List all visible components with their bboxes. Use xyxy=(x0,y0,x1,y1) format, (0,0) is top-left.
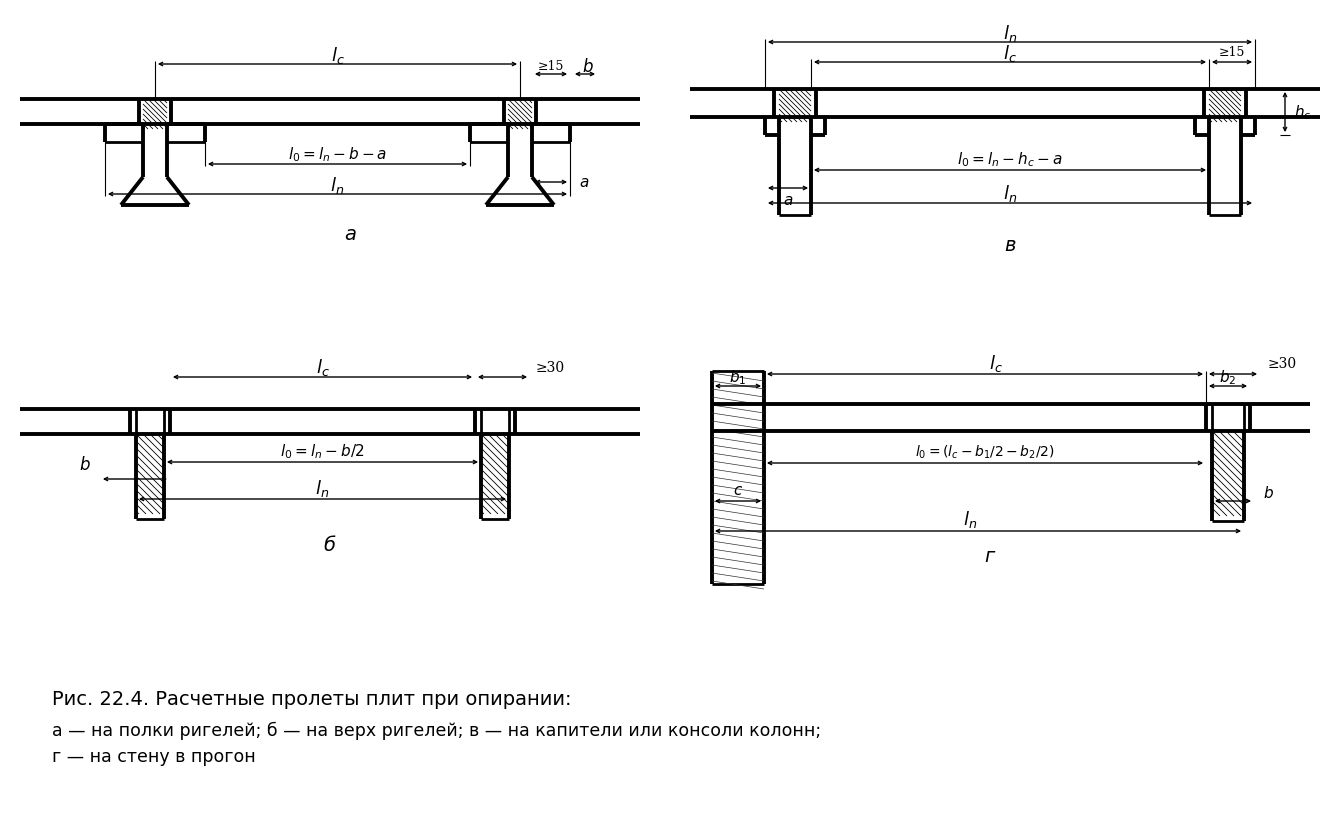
Text: ≥30: ≥30 xyxy=(1267,356,1297,370)
Text: $c$: $c$ xyxy=(733,483,743,497)
Text: $l_n$: $l_n$ xyxy=(963,509,977,530)
Text: $b$: $b$ xyxy=(79,455,91,473)
Text: $l_0 = l_n - b/2$: $l_0 = l_n - b/2$ xyxy=(279,442,365,461)
Text: $б$: $б$ xyxy=(324,534,337,554)
Text: г — на стену в прогон: г — на стену в прогон xyxy=(52,747,255,765)
Text: $l_c$: $l_c$ xyxy=(989,353,1003,374)
Text: $a$: $a$ xyxy=(783,194,793,208)
Text: ≥30: ≥30 xyxy=(535,360,564,374)
Text: $в$: $в$ xyxy=(1004,237,1016,255)
Text: $b_2$: $b_2$ xyxy=(1219,369,1237,387)
Text: $l_c$: $l_c$ xyxy=(1003,43,1017,63)
Text: $a$: $a$ xyxy=(579,176,590,190)
Text: $г$: $г$ xyxy=(984,547,996,565)
Text: $l_n$: $l_n$ xyxy=(316,478,330,499)
Text: ≥15: ≥15 xyxy=(1219,47,1245,60)
Text: $l_n$: $l_n$ xyxy=(1003,22,1017,43)
Text: $l_0 = (l_c - b_1/2 - b_2/2)$: $l_0 = (l_c - b_1/2 - b_2/2)$ xyxy=(916,443,1055,460)
Text: ≥15: ≥15 xyxy=(537,61,564,74)
Text: $l_0 = l_n - b - a$: $l_0 = l_n - b - a$ xyxy=(287,146,386,164)
Text: $b$: $b$ xyxy=(1262,484,1273,500)
Text: $l_c$: $l_c$ xyxy=(316,357,329,378)
Text: $l_n$: $l_n$ xyxy=(330,174,345,195)
Text: $l_n$: $l_n$ xyxy=(1003,183,1017,203)
Text: $b_1$: $b_1$ xyxy=(729,369,746,387)
Text: Рис. 22.4. Расчетные пролеты плит при опирании:: Рис. 22.4. Расчетные пролеты плит при оп… xyxy=(52,689,571,708)
Text: а — на полки ригелей; б — на верх ригелей; в — на капители или консоли колонн;: а — на полки ригелей; б — на верх ригеле… xyxy=(52,721,821,740)
Text: $l_c$: $l_c$ xyxy=(330,44,345,66)
Text: $l_0 = l_n - h_c - a$: $l_0 = l_n - h_c - a$ xyxy=(957,151,1063,170)
Text: $а$: $а$ xyxy=(344,226,357,244)
Text: $h_c$: $h_c$ xyxy=(1294,103,1312,122)
Text: $b$: $b$ xyxy=(582,58,594,76)
